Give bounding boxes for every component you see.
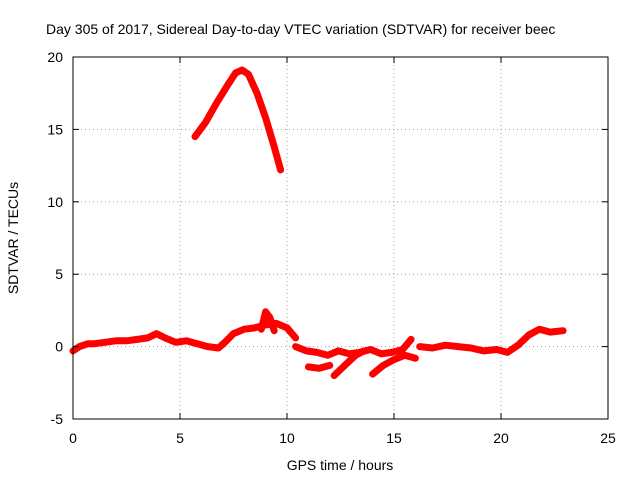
y-tick-label: 20 [47, 49, 63, 65]
series-baseline-1 [69, 319, 300, 355]
y-tick-label: 5 [55, 266, 63, 282]
y-tick-label: -5 [51, 411, 64, 427]
grid [73, 57, 608, 419]
x-tick-label: 5 [176, 430, 184, 446]
y-tick-label: 10 [47, 194, 63, 210]
axis-ticks: 0 5 10 15 20 25 -5 0 5 10 15 20 [47, 49, 616, 446]
x-tick-label: 15 [386, 430, 402, 446]
series-dip-low-3 [369, 351, 419, 378]
y-axis-label: SDTVAR / TECUs [5, 182, 21, 294]
x-tick-label: 10 [279, 430, 295, 446]
series-dip-low-1 [304, 361, 334, 372]
series-baseline-2 [416, 325, 567, 356]
x-tick-label: 0 [69, 430, 77, 446]
series-dip-low-2 [330, 347, 368, 380]
y-tick-label: 0 [55, 339, 63, 355]
plot-frame [72, 56, 609, 420]
series-arc-high [191, 66, 285, 174]
x-tick-label: 20 [493, 430, 509, 446]
chart-title: Day 305 of 2017, Sidereal Day-to-day VTE… [46, 21, 555, 37]
y-tick-label: 15 [47, 121, 63, 137]
series-spike-9h [257, 308, 278, 335]
x-tick-label: 25 [600, 430, 616, 446]
x-axis-label: GPS time / hours [287, 457, 394, 473]
data-series [69, 66, 567, 380]
